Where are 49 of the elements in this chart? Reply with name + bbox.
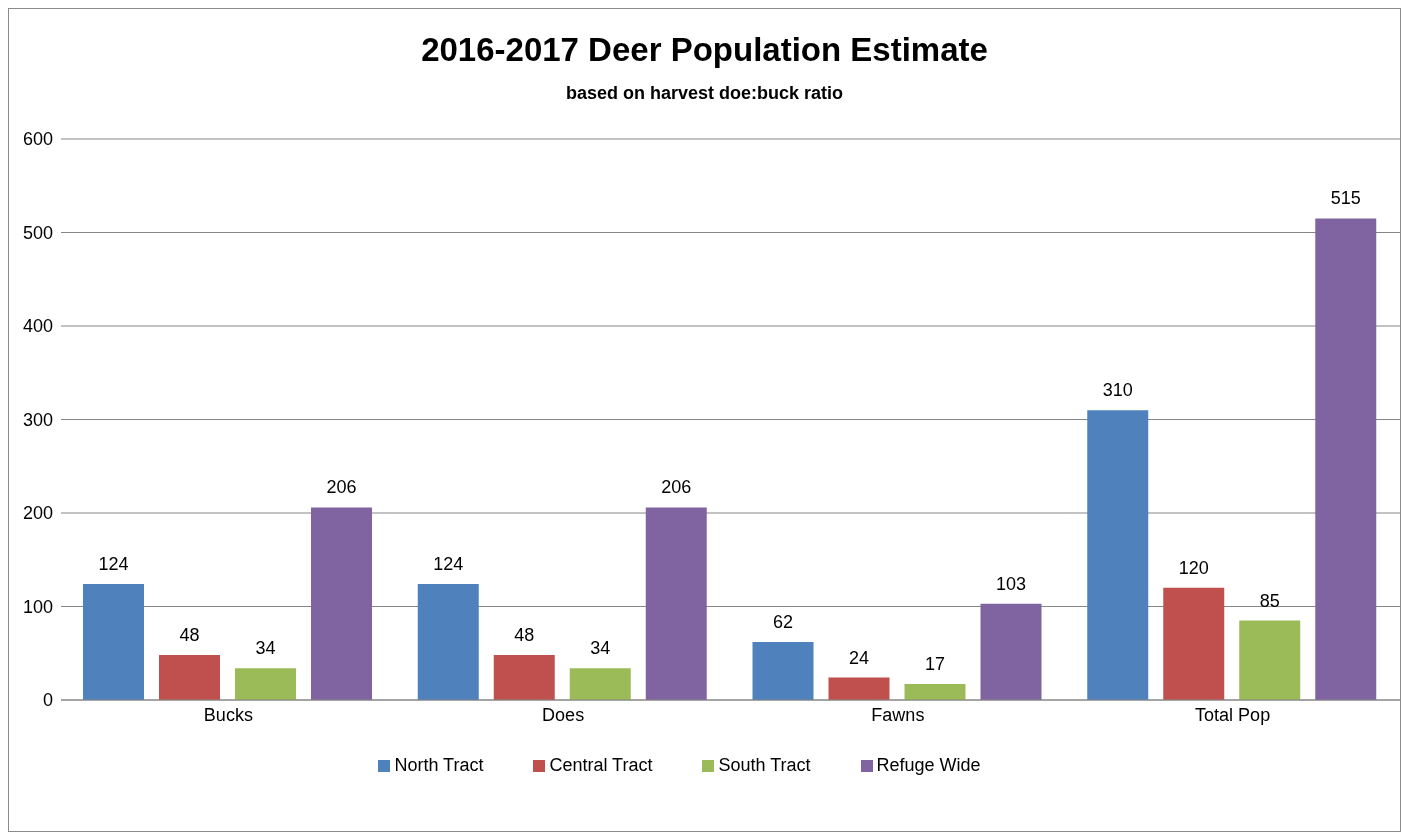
bar (752, 642, 814, 700)
data-label: 124 (98, 554, 129, 575)
bar (904, 684, 966, 700)
y-tick-label: 400 (22, 316, 53, 337)
bar (1239, 620, 1301, 700)
legend-label: Refuge Wide (876, 755, 981, 775)
data-label: 85 (1259, 590, 1280, 611)
data-label: 17 (924, 654, 946, 675)
bar (980, 603, 1042, 700)
bar (311, 507, 372, 700)
data-label: 310 (1102, 380, 1133, 401)
data-label: 124 (433, 554, 464, 575)
data-label: 62 (772, 612, 794, 633)
data-label: 24 (848, 647, 870, 668)
bar (828, 677, 890, 700)
y-tick-label: 300 (22, 409, 53, 430)
chart-title: 2016-2017 Deer Population Estimate (420, 31, 989, 69)
y-tick-label: 500 (22, 222, 53, 243)
bar (417, 584, 479, 700)
bar (1087, 410, 1149, 700)
x-tick-label: Fawns (871, 704, 925, 725)
bar (235, 668, 296, 700)
bar (493, 655, 555, 700)
legend-label: North Tract (394, 755, 484, 775)
bar (159, 655, 220, 700)
data-label: 206 (326, 477, 357, 498)
y-tick-label: 600 (22, 129, 53, 150)
x-tick-label: Does (542, 704, 585, 725)
y-tick-label: 0 (42, 690, 53, 711)
data-label: 34 (590, 638, 611, 659)
x-tick-label: Bucks (203, 704, 253, 725)
bar (1163, 587, 1225, 700)
legend-label: Central Tract (549, 755, 653, 775)
y-tick-label: 100 (22, 596, 53, 617)
data-label: 48 (179, 625, 200, 646)
bar (83, 584, 144, 700)
y-tick-label: 200 (22, 503, 53, 524)
data-label: 34 (255, 638, 276, 659)
bar (1315, 218, 1377, 700)
bar (569, 668, 631, 700)
data-label: 120 (1178, 557, 1209, 578)
x-tick-label: Total Pop (1195, 704, 1271, 725)
bar (645, 507, 707, 700)
chart-subtitle: based on harvest doe:buck ratio (564, 83, 845, 104)
legend-label: South Tract (718, 755, 811, 775)
data-label: 103 (995, 573, 1027, 594)
data-label: 206 (661, 477, 692, 498)
data-label: 48 (514, 625, 535, 646)
data-label: 515 (1330, 188, 1361, 209)
